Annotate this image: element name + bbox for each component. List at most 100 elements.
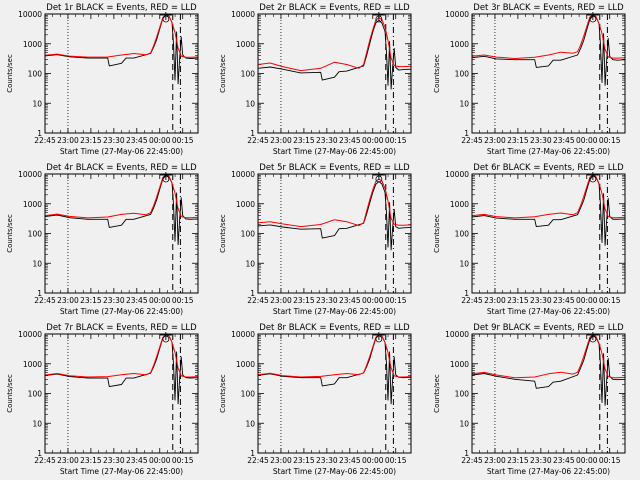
plot-frame [257,13,412,134]
y-tick-label: 100 [28,390,43,399]
series-line-lld [45,14,198,58]
series-group [45,334,198,405]
y-tick-label: 10000 [18,170,42,179]
x-tick-label: 00:15 [599,296,621,305]
x-axis-label: Start Time (27-May-06 22:45:00) [60,147,183,156]
x-tick-label: 23:45 [553,296,575,305]
x-tick-label: 23:30 [530,136,552,145]
y-tick-label: 10 [32,259,42,268]
x-tick-label: 23:30 [103,296,125,305]
x-tick-label: 00:15 [599,136,621,145]
panel-title: Det 2r BLACK = Events, RED = LLD [259,3,410,13]
series-line-lld [45,334,198,378]
x-tick-label: 00:15 [385,296,407,305]
y-tick-label: 1 [250,129,255,138]
y-tick-label: 10000 [231,330,255,339]
x-axis-label: Start Time (27-May-06 22:45:00) [60,307,183,316]
x-axis-label: Start Time (27-May-06 22:45:00) [487,147,610,156]
x-tick-label: 22:45 [34,136,56,145]
y-tick-label: 1000 [450,40,469,49]
x-axis-label: Start Time (27-May-06 22:45:00) [273,147,396,156]
y-tick-label: 100 [28,70,43,79]
y-tick-label: 1 [250,449,255,458]
y-tick-label: 10 [245,259,255,268]
x-tick-label: 23:45 [126,136,148,145]
x-tick-label: 23:30 [103,456,125,465]
y-tick-label: 100 [241,230,256,239]
y-axis-label: Counts/sec [433,374,441,413]
y-tick-label: 1000 [236,200,255,209]
x-tick-label: 23:45 [339,296,361,305]
x-tick-label: 23:30 [316,456,338,465]
x-axis-label: Start Time (27-May-06 22:45:00) [487,307,610,316]
panel-title: Det 4r BLACK = Events, RED = LLD [46,163,197,173]
series-line-events [258,181,411,251]
y-tick-label: 1000 [450,200,469,209]
plot-frame [44,173,199,294]
x-tick-label: 23:00 [57,136,79,145]
peak-marker-circle [589,175,597,183]
y-tick-label: 1 [464,289,469,298]
series-line-lld [472,174,625,219]
x-tick-label: 23:45 [126,296,148,305]
x-tick-label: 23:15 [507,136,529,145]
series-group [45,14,198,85]
series-line-events [258,334,411,405]
series-line-events [45,14,198,85]
series-line-lld [258,334,411,378]
x-tick-label: 23:00 [270,456,292,465]
x-tick-label: 23:15 [293,456,315,465]
y-tick-label: 10 [459,259,469,268]
y-tick-label: 1000 [23,360,42,369]
x-tick-label: 00:15 [172,456,194,465]
peak-marker-circle [589,335,597,343]
x-tick-label: 00:15 [172,136,194,145]
x-tick-label: 23:15 [80,296,102,305]
peak-marker-circle [375,175,383,183]
x-tick-label: 22:45 [247,296,269,305]
x-tick-label: 23:45 [553,456,575,465]
detector-panel-9: Det 9r BLACK = Events, RED = LLD Counts/s… [433,323,626,476]
x-axis-label: Start Time (27-May-06 22:45:00) [487,467,610,476]
peak-marker-circle [375,15,383,23]
x-tick-label: 23:15 [507,296,529,305]
y-tick-label: 10 [32,99,42,108]
x-tick-label: 22:45 [247,456,269,465]
x-tick-label: 00:15 [172,296,194,305]
series-group [258,17,411,90]
y-tick-label: 1 [464,449,469,458]
y-tick-label: 1000 [23,40,42,49]
x-tick-label: 00:00 [149,296,171,305]
series-line-lld [258,178,411,228]
x-tick-label: 23:00 [484,456,506,465]
panel-title: Det 1r BLACK = Events, RED = LLD [46,3,197,13]
y-tick-label: 100 [455,70,470,79]
x-axis-label: Start Time (27-May-06 22:45:00) [273,307,396,316]
y-axis-label: Counts/sec [6,214,14,253]
series-line-lld [472,14,625,59]
detector-panel-7: Det 7r BLACK = Events, RED = LLD Counts/s… [6,323,199,476]
y-axis-label: Counts/sec [6,374,14,413]
x-tick-label: 00:00 [362,456,384,465]
y-tick-label: 10000 [18,10,42,19]
x-tick-label: 23:30 [103,136,125,145]
x-tick-label: 23:15 [293,296,315,305]
detector-panel-5: Det 5r BLACK = Events, RED = LLD Counts/s… [219,163,412,316]
y-axis-label: Counts/sec [433,54,441,93]
x-tick-label: 22:45 [34,456,56,465]
y-tick-label: 100 [241,70,256,79]
peak-marker-circle [589,15,597,23]
x-tick-label: 23:45 [553,136,575,145]
x-tick-label: 23:30 [530,456,552,465]
x-tick-label: 00:00 [576,136,598,145]
x-axis-label: Start Time (27-May-06 22:45:00) [60,467,183,476]
y-tick-label: 10 [245,99,255,108]
panel-title: Det 6r BLACK = Events, RED = LLD [473,163,624,173]
series-line-lld [45,174,198,219]
y-tick-label: 100 [241,390,256,399]
plot-frame [471,173,626,294]
y-axis-label: Counts/sec [219,54,227,93]
detector-panel-6: Det 6r BLACK = Events, RED = LLD Counts/s… [433,163,626,316]
y-tick-label: 10000 [231,10,255,19]
panel-title: Det 9r BLACK = Events, RED = LLD [473,323,624,333]
